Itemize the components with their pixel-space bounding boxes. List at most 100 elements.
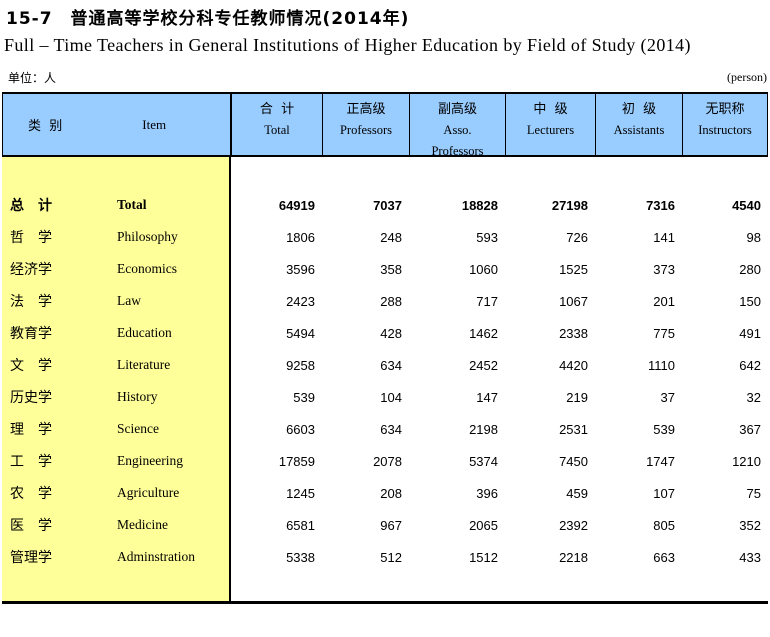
cell-asso-professors: 2452 xyxy=(469,357,498,373)
page-title-zh: 15-7 普通高等学校分科专任教师情况(2014年) xyxy=(6,9,410,29)
column-header-instructors: 无职称 Instructors xyxy=(682,94,767,155)
cell-instructors: 1210 xyxy=(732,453,761,469)
cell-lecturers: 1525 xyxy=(559,261,588,277)
cell-professors: 358 xyxy=(380,261,402,277)
row-label-zh: 理 学 xyxy=(10,422,52,438)
column-header-en: Professors xyxy=(339,123,393,137)
row-label-en: Philosophy xyxy=(117,229,178,244)
cell-asso-professors: 2065 xyxy=(469,517,498,533)
cell-professors: 428 xyxy=(380,325,402,341)
cell-total: 9258 xyxy=(286,357,315,373)
table-row: 历史学 History 539 104 147 219 37 32 xyxy=(2,381,768,413)
cell-assistants: 1747 xyxy=(646,453,675,469)
row-label-en: Literature xyxy=(117,357,171,372)
row-label-en: Medicine xyxy=(117,517,168,532)
cell-total: 3596 xyxy=(286,261,315,277)
corner-header-en: Item xyxy=(142,116,167,132)
cell-total: 6581 xyxy=(286,517,315,533)
cell-instructors: 75 xyxy=(746,485,761,501)
cell-instructors: 367 xyxy=(739,421,761,437)
cell-total: 5494 xyxy=(286,325,315,341)
cell-total: 5338 xyxy=(286,549,315,565)
row-label-zh: 哲 学 xyxy=(10,230,52,246)
row-label-en: Law xyxy=(117,293,141,308)
row-label-zh: 经济学 xyxy=(10,262,52,278)
statistics-table: 类 别 Item 合 计 Total 正高级 Professors 副高级 As… xyxy=(2,92,768,604)
row-label-en: Adminstration xyxy=(117,549,195,564)
cell-total: 17859 xyxy=(278,453,315,469)
cell-asso-professors: 1060 xyxy=(469,261,498,277)
unit-label-zh: 单位：人 xyxy=(8,71,57,85)
cell-assistants: 141 xyxy=(653,229,675,245)
table-body: 总 计 Total 64919 7037 18828 27198 7316 45… xyxy=(2,157,768,604)
table-row: 总 计 Total 64919 7037 18828 27198 7316 45… xyxy=(2,189,768,221)
table-row: 农 学 Agriculture 1245 208 396 459 107 75 xyxy=(2,477,768,509)
row-label-zh: 教育学 xyxy=(10,326,52,342)
row-label-zh: 历史学 xyxy=(10,390,52,406)
cell-professors: 967 xyxy=(380,517,402,533)
cell-asso-professors: 2198 xyxy=(469,421,498,437)
column-header-zh: 副高级 xyxy=(437,102,477,117)
cell-assistants: 775 xyxy=(653,325,675,341)
row-label-en: Science xyxy=(117,421,159,436)
table-row: 文 学 Literature 9258 634 2452 4420 1110 6… xyxy=(2,349,768,381)
row-label-zh: 文 学 xyxy=(10,358,52,374)
cell-professors: 248 xyxy=(380,229,402,245)
cell-instructors: 32 xyxy=(746,389,761,405)
cell-professors: 7037 xyxy=(373,197,402,213)
corner-header-item: 类 别 Item xyxy=(3,94,232,155)
cell-instructors: 433 xyxy=(739,549,761,565)
cell-professors: 208 xyxy=(380,485,402,501)
table-row: 医 学 Medicine 6581 967 2065 2392 805 352 xyxy=(2,509,768,541)
column-header-en: Lecturers xyxy=(526,123,575,137)
cell-instructors: 4540 xyxy=(732,197,761,213)
cell-professors: 2078 xyxy=(373,453,402,469)
row-label-en: History xyxy=(117,389,158,404)
column-header-en2: Professors xyxy=(431,144,484,158)
column-header-total: 合 计 Total xyxy=(232,94,322,155)
cell-lecturers: 459 xyxy=(566,485,588,501)
table-row: 理 学 Science 6603 634 2198 2531 539 367 xyxy=(2,413,768,445)
row-label-zh: 农 学 xyxy=(10,486,52,502)
table-row: 法 学 Law 2423 288 717 1067 201 150 xyxy=(2,285,768,317)
column-header-en: Instructors xyxy=(698,123,752,137)
column-header-zh: 中 级 xyxy=(533,102,568,117)
cell-instructors: 642 xyxy=(739,357,761,373)
cell-asso-professors: 593 xyxy=(476,229,498,245)
cell-assistants: 37 xyxy=(660,389,675,405)
corner-header-zh: 类 别 xyxy=(28,119,63,134)
row-label-en: Engineering xyxy=(117,453,183,468)
cell-lecturers: 2531 xyxy=(559,421,588,437)
column-header-en: Total xyxy=(264,123,290,137)
column-header-en: Assistants xyxy=(613,123,665,137)
cell-lecturers: 726 xyxy=(566,229,588,245)
unit-label-en: (person) xyxy=(727,70,767,84)
cell-instructors: 150 xyxy=(739,293,761,309)
table-header-row: 类 别 Item 合 计 Total 正高级 Professors 副高级 As… xyxy=(2,92,768,158)
cell-instructors: 352 xyxy=(739,517,761,533)
cell-total: 1806 xyxy=(286,229,315,245)
column-header-zh: 无职称 xyxy=(705,102,745,117)
cell-asso-professors: 717 xyxy=(476,293,498,309)
row-label-en: Total xyxy=(117,197,147,212)
column-header-zh: 正高级 xyxy=(346,102,386,117)
cell-lecturers: 2338 xyxy=(559,325,588,341)
row-label-zh: 总 计 xyxy=(10,198,52,214)
cell-instructors: 280 xyxy=(739,261,761,277)
cell-professors: 634 xyxy=(380,421,402,437)
cell-asso-professors: 18828 xyxy=(461,197,498,213)
column-header-zh: 合 计 xyxy=(259,102,295,117)
column-header-asso-professors: 副高级 Asso. Professors xyxy=(409,94,505,158)
column-header-lecturers: 中 级 Lecturers xyxy=(505,94,595,155)
cell-assistants: 107 xyxy=(653,485,675,501)
cell-instructors: 491 xyxy=(739,325,761,341)
cell-total: 64919 xyxy=(278,197,315,213)
row-label-en: Agriculture xyxy=(117,485,180,500)
cell-instructors: 98 xyxy=(746,229,761,245)
cell-lecturers: 219 xyxy=(566,389,588,405)
table-row: 管理学 Adminstration 5338 512 1512 2218 663… xyxy=(2,541,768,573)
row-label-en: Economics xyxy=(117,261,177,276)
cell-assistants: 201 xyxy=(653,293,675,309)
cell-asso-professors: 1512 xyxy=(469,549,498,565)
row-label-zh: 法 学 xyxy=(10,294,52,310)
